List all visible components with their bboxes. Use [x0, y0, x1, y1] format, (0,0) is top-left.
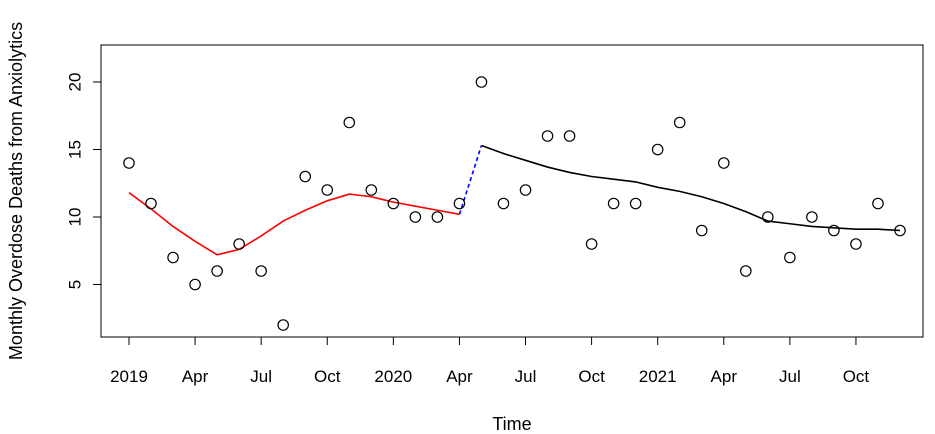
data-point: [519, 184, 532, 196]
series-line-0: [128, 192, 460, 256]
data-point: [762, 211, 774, 223]
x-tick-label-5: Apr: [446, 367, 473, 386]
x-tick-label-4: 2020: [374, 367, 412, 386]
series-line-2: [481, 144, 901, 232]
y-tick-label-15: 15: [65, 140, 84, 159]
data-point: [431, 211, 444, 223]
x-tick-label-1: Apr: [182, 367, 209, 386]
data-point: [629, 197, 642, 210]
data-point: [387, 197, 400, 210]
data-point: [585, 238, 598, 250]
x-tick-label-7: Oct: [578, 367, 605, 386]
data-point: [784, 251, 796, 264]
data-point: [453, 197, 466, 210]
data-point: [277, 319, 289, 331]
data-point: [541, 130, 554, 142]
plot-frame: [100, 44, 924, 338]
data-point: [255, 265, 267, 277]
data-point: [211, 265, 223, 277]
x-tick-label-2: Jul: [250, 367, 272, 386]
y-axis: 5 10 15 20: [65, 73, 102, 289]
data-point: [233, 238, 245, 250]
y-axis-title: Monthly Overdose Deaths from Anxiolytics: [6, 22, 26, 360]
y-tick-label-5: 5: [65, 280, 84, 289]
data-point: [321, 184, 334, 196]
x-tick-label-9: Apr: [711, 367, 738, 386]
data-point: [739, 265, 752, 277]
x-axis: 2019 Apr Jul Oct 2020 Apr Jul Oct 2021 Apr Jul Oct: [110, 336, 870, 386]
data-point: [145, 197, 157, 210]
data-point: [850, 238, 862, 250]
data-point: [475, 76, 488, 88]
data-point: [673, 116, 686, 129]
x-tick-label-6: Jul: [515, 367, 537, 386]
data-point: [806, 211, 818, 223]
data-point: [343, 116, 356, 129]
series-line-1: [458, 145, 483, 215]
x-tick-label-8: 2021: [639, 367, 677, 386]
x-tick-label-10: Jul: [779, 367, 801, 386]
data-point: [651, 143, 664, 156]
points-layer: [123, 76, 906, 331]
series-layer: [128, 144, 901, 256]
x-tick-label-3: Oct: [314, 367, 341, 386]
data-point: [695, 224, 708, 237]
data-point: [365, 184, 378, 196]
data-point: [607, 197, 620, 210]
data-point: [717, 157, 730, 169]
data-point: [563, 130, 576, 142]
data-point: [167, 251, 179, 264]
x-tick-label-11: Oct: [843, 367, 870, 386]
data-point: [299, 170, 312, 183]
y-tick-label-20: 20: [65, 73, 84, 92]
data-point: [123, 157, 135, 169]
data-point: [189, 278, 201, 291]
x-axis-title: Time: [492, 414, 531, 434]
data-point: [872, 197, 884, 210]
data-point: [894, 224, 906, 237]
data-point: [497, 197, 510, 210]
data-point: [409, 211, 422, 223]
data-point: [828, 224, 840, 237]
x-tick-label-0: 2019: [110, 367, 148, 386]
y-tick-label-10: 10: [65, 208, 84, 227]
